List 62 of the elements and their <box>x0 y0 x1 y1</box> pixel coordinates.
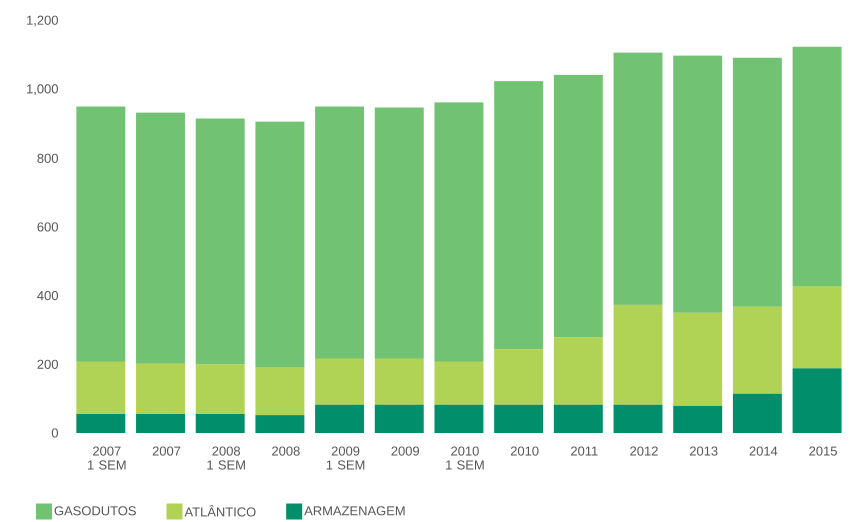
bar <box>136 364 185 414</box>
bar <box>732 394 782 433</box>
x-tick-label: 2015 <box>809 446 837 456</box>
bar <box>315 404 364 433</box>
y-tick-label: 0 <box>52 428 58 438</box>
bar <box>732 58 782 307</box>
bar <box>196 364 245 414</box>
x-tick-label: 2007 <box>152 446 180 456</box>
bar <box>136 112 185 364</box>
bar <box>315 358 364 405</box>
x-tick-label: 2014 <box>750 446 778 456</box>
bar <box>792 286 842 368</box>
legend-label: ATLÂNTICO <box>184 505 256 517</box>
bar <box>374 108 424 358</box>
x-tick-label: 2009 1 SEM <box>326 446 364 470</box>
x-tick-label: 2008 1 SEM <box>207 446 245 470</box>
bar <box>315 106 364 358</box>
y-tick-label: 1,000 <box>27 84 58 96</box>
bar <box>614 304 662 405</box>
bar <box>255 367 304 416</box>
bar <box>434 404 484 433</box>
bar <box>554 337 603 405</box>
bar <box>255 122 304 368</box>
bar <box>554 404 603 433</box>
bar <box>196 414 245 433</box>
legend-label: GASODUTOS <box>54 506 136 516</box>
bar <box>673 56 722 313</box>
bar <box>494 404 544 433</box>
y-tick-label: 400 <box>37 291 58 300</box>
x-tick-label: 2007 1 SEM <box>88 446 126 470</box>
legend-label: ARMAZENAGEM <box>304 506 405 516</box>
bar <box>614 404 662 433</box>
bar <box>374 404 424 433</box>
x-tick-label: 2010 1 SEM <box>446 446 484 470</box>
bar <box>76 414 126 433</box>
bar <box>494 81 544 350</box>
bar <box>673 406 722 433</box>
bar <box>76 362 126 414</box>
x-tick-label: 2010 <box>510 446 539 456</box>
x-tick-label: 2013 <box>690 446 718 456</box>
bar <box>792 46 842 286</box>
bar <box>434 362 484 405</box>
bar <box>374 358 424 405</box>
x-tick-label: 2009 <box>391 446 420 456</box>
bar <box>614 52 662 305</box>
x-tick-label: 2012 <box>630 446 658 456</box>
bar <box>554 74 603 338</box>
bar <box>136 414 185 433</box>
bar <box>255 415 304 433</box>
bar <box>76 106 126 362</box>
bar <box>494 349 544 405</box>
y-tick-label: 600 <box>38 222 58 232</box>
y-tick-label: 200 <box>38 360 58 369</box>
y-tick-label: 1,200 <box>27 16 58 26</box>
y-tick-label: 800 <box>37 154 58 163</box>
x-tick-label: 2011 <box>571 446 598 456</box>
bar <box>434 102 484 362</box>
bar <box>673 312 722 406</box>
bar <box>196 118 245 364</box>
x-tick-label: 2008 <box>272 446 300 456</box>
bar <box>732 306 782 394</box>
bar <box>792 368 842 433</box>
